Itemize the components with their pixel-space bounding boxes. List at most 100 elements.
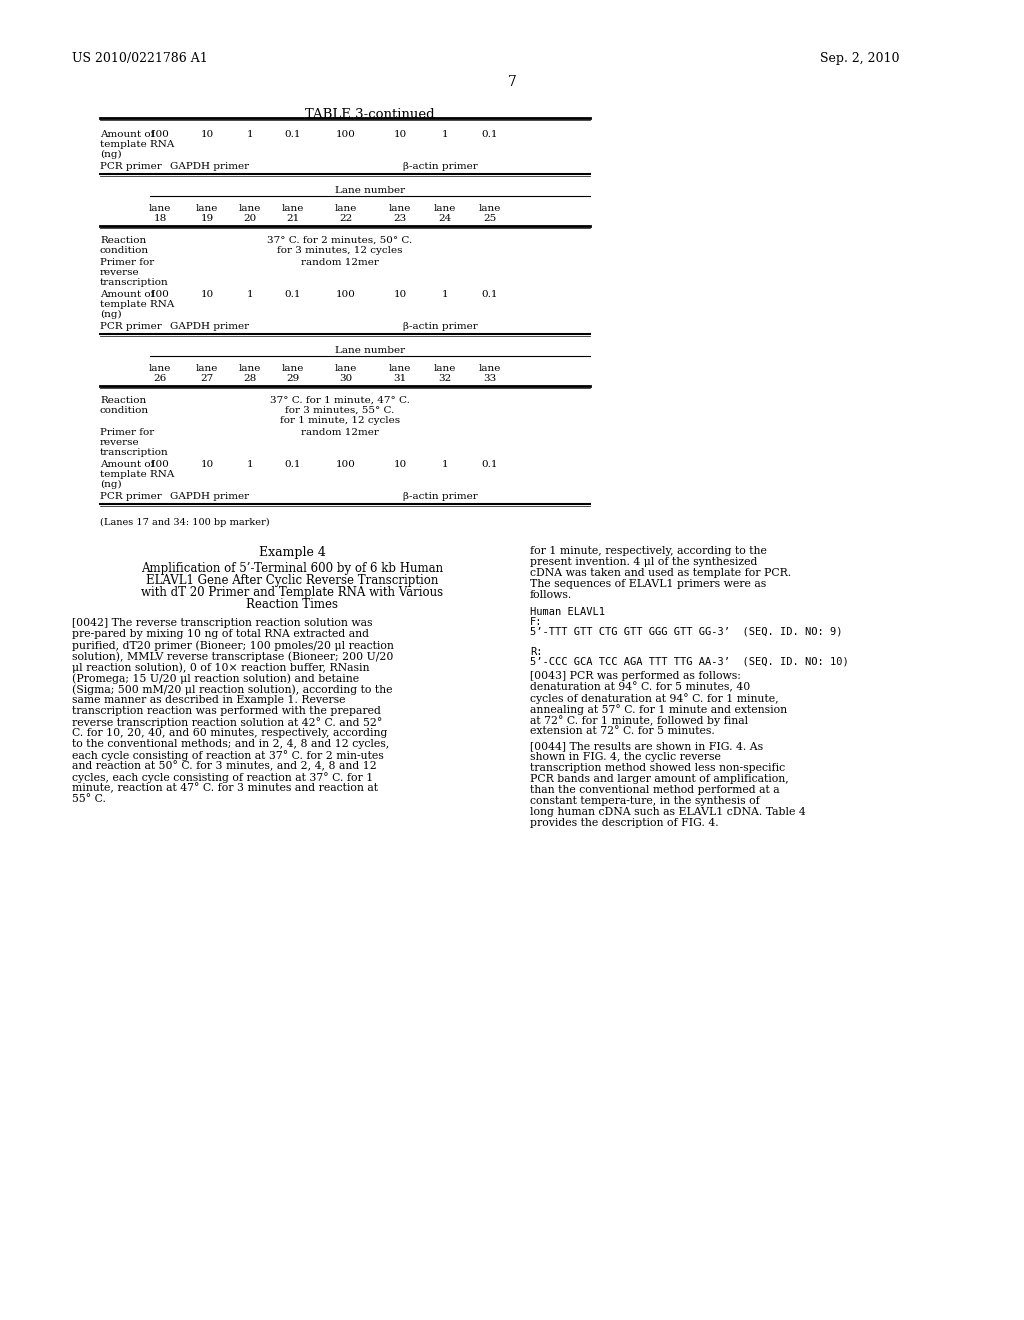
Text: 25: 25 bbox=[483, 214, 497, 223]
Text: condition: condition bbox=[100, 246, 150, 255]
Text: 30: 30 bbox=[339, 374, 352, 383]
Text: (Sigma; 500 mM/20 μl reaction solution), according to the: (Sigma; 500 mM/20 μl reaction solution),… bbox=[72, 684, 392, 694]
Text: 20: 20 bbox=[244, 214, 257, 223]
Text: PCR primer: PCR primer bbox=[100, 322, 162, 331]
Text: C. for 10, 20, 40, and 60 minutes, respectively, according: C. for 10, 20, 40, and 60 minutes, respe… bbox=[72, 729, 387, 738]
Text: for 1 minute, respectively, according to the: for 1 minute, respectively, according to… bbox=[530, 546, 767, 556]
Text: than the conventional method performed at a: than the conventional method performed a… bbox=[530, 785, 779, 795]
Text: condition: condition bbox=[100, 407, 150, 414]
Text: [0044] The results are shown in FIG. 4. As: [0044] The results are shown in FIG. 4. … bbox=[530, 741, 763, 751]
Text: lane: lane bbox=[434, 364, 456, 374]
Text: Example 4: Example 4 bbox=[259, 546, 326, 558]
Text: (ng): (ng) bbox=[100, 480, 122, 490]
Text: template RNA: template RNA bbox=[100, 300, 174, 309]
Text: solution), MMLV reverse transcriptase (Bioneer; 200 U/20: solution), MMLV reverse transcriptase (B… bbox=[72, 651, 393, 661]
Text: with dT 20 Primer and Template RNA with Various: with dT 20 Primer and Template RNA with … bbox=[141, 586, 443, 599]
Text: 22: 22 bbox=[339, 214, 352, 223]
Text: 0.1: 0.1 bbox=[481, 290, 499, 300]
Text: Lane number: Lane number bbox=[335, 346, 406, 355]
Text: 21: 21 bbox=[287, 214, 300, 223]
Text: Amount of: Amount of bbox=[100, 459, 155, 469]
Text: lane: lane bbox=[282, 364, 304, 374]
Text: 19: 19 bbox=[201, 214, 214, 223]
Text: denaturation at 94° C. for 5 minutes, 40: denaturation at 94° C. for 5 minutes, 40 bbox=[530, 682, 751, 693]
Text: reverse: reverse bbox=[100, 438, 139, 447]
Text: (Promega; 15 U/20 μl reaction solution) and betaine: (Promega; 15 U/20 μl reaction solution) … bbox=[72, 673, 359, 684]
Text: lane: lane bbox=[335, 205, 357, 213]
Text: 0.1: 0.1 bbox=[285, 459, 301, 469]
Text: Reaction Times: Reaction Times bbox=[246, 598, 338, 611]
Text: Amplification of 5’-Terminal 600 by of 6 kb Human: Amplification of 5’-Terminal 600 by of 6… bbox=[141, 562, 443, 576]
Text: μl reaction solution), 0 of 10× reaction buffer, RNasin: μl reaction solution), 0 of 10× reaction… bbox=[72, 663, 370, 673]
Text: and reaction at 50° C. for 3 minutes, and 2, 4, 8 and 12: and reaction at 50° C. for 3 minutes, an… bbox=[72, 762, 377, 772]
Text: 1: 1 bbox=[441, 129, 449, 139]
Text: TABLE 3-continued: TABLE 3-continued bbox=[305, 108, 435, 121]
Text: lane: lane bbox=[389, 205, 412, 213]
Text: Amount of: Amount of bbox=[100, 129, 155, 139]
Text: lane: lane bbox=[148, 205, 171, 213]
Text: transcription: transcription bbox=[100, 447, 169, 457]
Text: 27: 27 bbox=[201, 374, 214, 383]
Text: Lane number: Lane number bbox=[335, 186, 406, 195]
Text: 5’-TTT GTT CTG GTT GGG GTT GG-3’  (SEQ. ID. NO: 9): 5’-TTT GTT CTG GTT GGG GTT GG-3’ (SEQ. I… bbox=[530, 627, 843, 638]
Text: 0.1: 0.1 bbox=[285, 290, 301, 300]
Text: (ng): (ng) bbox=[100, 310, 122, 319]
Text: PCR primer: PCR primer bbox=[100, 492, 162, 502]
Text: Amount of: Amount of bbox=[100, 290, 155, 300]
Text: 0.1: 0.1 bbox=[285, 129, 301, 139]
Text: lane: lane bbox=[196, 205, 218, 213]
Text: GAPDH primer: GAPDH primer bbox=[170, 492, 250, 502]
Text: follows.: follows. bbox=[530, 590, 572, 601]
Text: lane: lane bbox=[479, 364, 501, 374]
Text: annealing at 57° C. for 1 minute and extension: annealing at 57° C. for 1 minute and ext… bbox=[530, 704, 787, 715]
Text: 10: 10 bbox=[393, 459, 407, 469]
Text: β-actin primer: β-actin primer bbox=[402, 322, 477, 331]
Text: US 2010/0221786 A1: US 2010/0221786 A1 bbox=[72, 51, 208, 65]
Text: 26: 26 bbox=[154, 374, 167, 383]
Text: lane: lane bbox=[335, 364, 357, 374]
Text: 1: 1 bbox=[441, 459, 449, 469]
Text: β-actin primer: β-actin primer bbox=[402, 162, 477, 172]
Text: for 3 minutes, 55° C.: for 3 minutes, 55° C. bbox=[286, 407, 394, 414]
Text: cycles of denaturation at 94° C. for 1 minute,: cycles of denaturation at 94° C. for 1 m… bbox=[530, 693, 778, 704]
Text: (ng): (ng) bbox=[100, 150, 122, 160]
Text: same manner as described in Example 1. Reverse: same manner as described in Example 1. R… bbox=[72, 696, 345, 705]
Text: lane: lane bbox=[196, 364, 218, 374]
Text: random 12mer: random 12mer bbox=[301, 428, 379, 437]
Text: Primer for: Primer for bbox=[100, 428, 155, 437]
Text: template RNA: template RNA bbox=[100, 140, 174, 149]
Text: Human ELAVL1: Human ELAVL1 bbox=[530, 607, 605, 616]
Text: 32: 32 bbox=[438, 374, 452, 383]
Text: extension at 72° C. for 5 minutes.: extension at 72° C. for 5 minutes. bbox=[530, 726, 715, 737]
Text: GAPDH primer: GAPDH primer bbox=[170, 162, 250, 172]
Text: lane: lane bbox=[282, 205, 304, 213]
Text: shown in FIG. 4, the cyclic reverse: shown in FIG. 4, the cyclic reverse bbox=[530, 752, 721, 762]
Text: template RNA: template RNA bbox=[100, 470, 174, 479]
Text: lane: lane bbox=[239, 205, 261, 213]
Text: 100: 100 bbox=[336, 290, 356, 300]
Text: 7: 7 bbox=[508, 75, 516, 88]
Text: transcription: transcription bbox=[100, 279, 169, 286]
Text: lane: lane bbox=[239, 364, 261, 374]
Text: for 3 minutes, 12 cycles: for 3 minutes, 12 cycles bbox=[278, 246, 402, 255]
Text: 23: 23 bbox=[393, 214, 407, 223]
Text: 33: 33 bbox=[483, 374, 497, 383]
Text: lane: lane bbox=[434, 205, 456, 213]
Text: random 12mer: random 12mer bbox=[301, 257, 379, 267]
Text: 1: 1 bbox=[247, 290, 253, 300]
Text: 24: 24 bbox=[438, 214, 452, 223]
Text: F:: F: bbox=[530, 616, 543, 627]
Text: transcription method showed less non-specific: transcription method showed less non-spe… bbox=[530, 763, 785, 774]
Text: 1: 1 bbox=[247, 129, 253, 139]
Text: 28: 28 bbox=[244, 374, 257, 383]
Text: GAPDH primer: GAPDH primer bbox=[170, 322, 250, 331]
Text: 37° C. for 2 minutes, 50° C.: 37° C. for 2 minutes, 50° C. bbox=[267, 236, 413, 246]
Text: Primer for: Primer for bbox=[100, 257, 155, 267]
Text: 31: 31 bbox=[393, 374, 407, 383]
Text: ELAVL1 Gene After Cyclic Reverse Transcription: ELAVL1 Gene After Cyclic Reverse Transcr… bbox=[145, 574, 438, 587]
Text: each cycle consisting of reaction at 37° C. for 2 min-utes: each cycle consisting of reaction at 37°… bbox=[72, 750, 384, 760]
Text: Reaction: Reaction bbox=[100, 236, 146, 246]
Text: to the conventional methods; and in 2, 4, 8 and 12 cycles,: to the conventional methods; and in 2, 4… bbox=[72, 739, 389, 748]
Text: 10: 10 bbox=[393, 129, 407, 139]
Text: 100: 100 bbox=[336, 129, 356, 139]
